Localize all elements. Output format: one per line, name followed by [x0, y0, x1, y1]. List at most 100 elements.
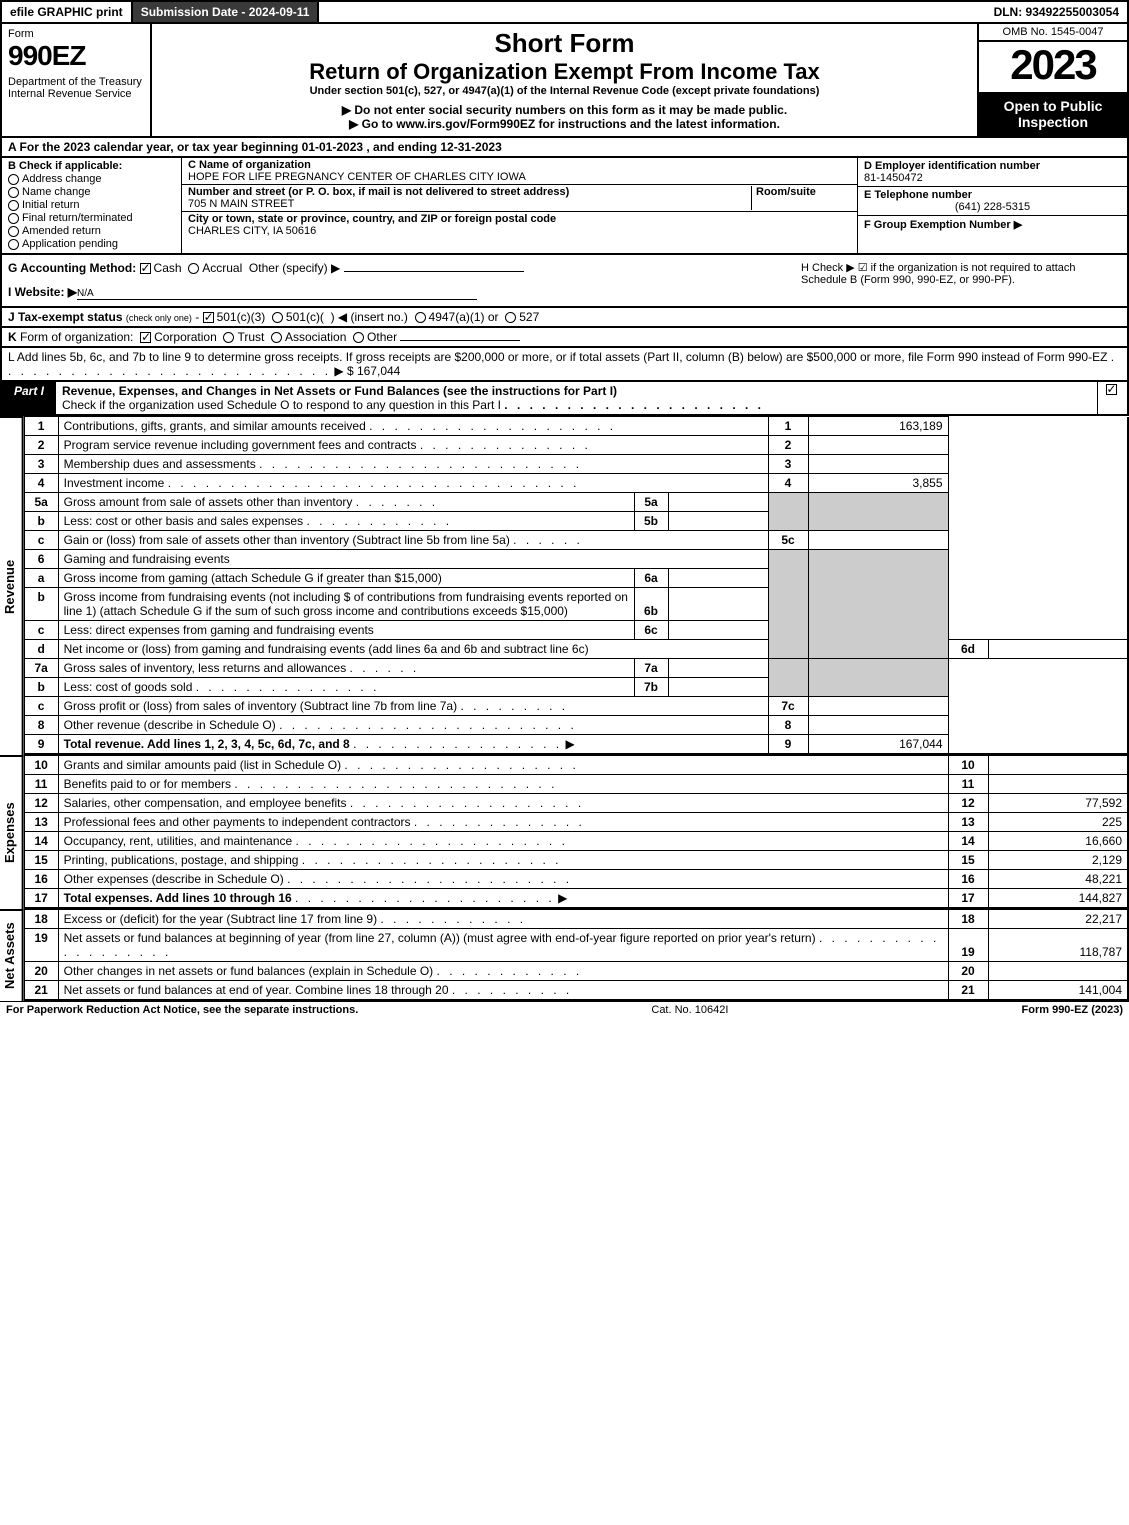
website-value: N/A [77, 288, 477, 300]
part1-header: Part I Revenue, Expenses, and Changes in… [0, 382, 1129, 416]
city-value: CHARLES CITY, IA 50616 [188, 225, 316, 237]
line-6b: bGross income from fundraising events (n… [24, 588, 1128, 621]
header-center: Short Form Return of Organization Exempt… [152, 24, 977, 136]
header-right: OMB No. 1545-0047 2023 Open to Public In… [977, 24, 1127, 136]
city-block: City or town, state or province, country… [182, 212, 857, 238]
row-j-tax-exempt: J Tax-exempt status (check only one) - 5… [0, 308, 1129, 328]
line-13: 13Professional fees and other payments t… [24, 813, 1128, 832]
line-21: 21Net assets or fund balances at end of … [24, 981, 1128, 1001]
line-14: 14Occupancy, rent, utilities, and mainte… [24, 832, 1128, 851]
return-title: Return of Organization Exempt From Incom… [160, 59, 969, 85]
footer-cat-no: Cat. No. 10642I [358, 1004, 1021, 1016]
form-header: Form 990EZ Department of the Treasury In… [0, 24, 1129, 138]
omb-number: OMB No. 1545-0047 [979, 24, 1127, 42]
line-19: 19Net assets or fund balances at beginni… [24, 929, 1128, 962]
phone-block: E Telephone number (641) 228-5315 [858, 187, 1127, 216]
ein-value: 81-1450472 [864, 172, 923, 184]
top-bar: efile GRAPHIC print Submission Date - 20… [0, 0, 1129, 24]
line-6: 6Gaming and fundraising events [24, 550, 1128, 569]
chk-accrual[interactable] [188, 263, 199, 274]
chk-application-pending[interactable]: Application pending [8, 238, 175, 250]
short-form-title: Short Form [160, 28, 969, 59]
open-to-public: Open to Public Inspection [979, 92, 1127, 136]
expenses-section: Expenses 10Grants and similar amounts pa… [0, 755, 1129, 909]
line-5b: bLess: cost or other basis and sales exp… [24, 512, 1128, 531]
tax-year: 2023 [979, 42, 1127, 92]
page-footer: For Paperwork Reduction Act Notice, see … [0, 1001, 1129, 1018]
row-gh: G Accounting Method: Cash Accrual Other … [0, 255, 1129, 308]
city-hdr: City or town, state or province, country… [188, 213, 556, 225]
col-de: D Employer identification number 81-1450… [857, 158, 1127, 253]
col-b-header: B Check if applicable: [8, 160, 175, 172]
header-left: Form 990EZ Department of the Treasury In… [2, 24, 152, 136]
line-20: 20Other changes in net assets or fund ba… [24, 962, 1128, 981]
row-k-org-form: K Form of organization: Corporation Trus… [0, 328, 1129, 348]
expenses-table: 10Grants and similar amounts paid (list … [24, 755, 1129, 909]
line-a: A For the 2023 calendar year, or tax yea… [0, 138, 1129, 158]
chk-initial-return[interactable]: Initial return [8, 199, 175, 211]
efile-label[interactable]: efile GRAPHIC print [2, 2, 133, 22]
chk-cash[interactable] [140, 263, 151, 274]
revenue-vlabel: Revenue [0, 416, 24, 755]
chk-amended-return[interactable]: Amended return [8, 225, 175, 237]
netassets-vlabel: Net Assets [0, 909, 24, 1001]
line-12: 12Salaries, other compensation, and empl… [24, 794, 1128, 813]
part1-subtitle: Check if the organization used Schedule … [62, 398, 501, 412]
c-name-hdr: C Name of organization [188, 159, 311, 171]
street-block: Number and street (or P. O. box, if mail… [182, 185, 857, 212]
chk-4947[interactable] [415, 312, 426, 323]
line-7b: bLess: cost of goods sold . . . . . . . … [24, 678, 1128, 697]
section-bcd: B Check if applicable: Address change Na… [0, 158, 1129, 255]
revenue-section: Revenue 1Contributions, gifts, grants, a… [0, 416, 1129, 755]
dln-label: DLN: 93492255003054 [986, 2, 1127, 22]
l-amount: ▶ $ 167,044 [334, 364, 400, 378]
line-11: 11Benefits paid to or for members . . . … [24, 775, 1128, 794]
line-6a: aGross income from gaming (attach Schedu… [24, 569, 1128, 588]
line-2: 2Program service revenue including gover… [24, 436, 1128, 455]
line-18: 18Excess or (deficit) for the year (Subt… [24, 910, 1128, 929]
chk-other[interactable] [353, 332, 364, 343]
chk-501c3[interactable] [203, 312, 214, 323]
line-15: 15Printing, publications, postage, and s… [24, 851, 1128, 870]
line-6d: dNet income or (loss) from gaming and fu… [24, 640, 1128, 659]
line-17: 17Total expenses. Add lines 10 through 1… [24, 889, 1128, 909]
chk-corp[interactable] [140, 332, 151, 343]
part1-title: Revenue, Expenses, and Changes in Net As… [56, 382, 1097, 414]
group-exemption-block: F Group Exemption Number ▶ [858, 216, 1127, 233]
street-value: 705 N MAIN STREET [188, 198, 294, 210]
form-word: Form [8, 28, 144, 40]
chk-527[interactable] [505, 312, 516, 323]
chk-name-change[interactable]: Name change [8, 186, 175, 198]
line-10: 10Grants and similar amounts paid (list … [24, 756, 1128, 775]
netassets-table: 18Excess or (deficit) for the year (Subt… [24, 909, 1129, 1001]
accounting-method: G Accounting Method: Cash Accrual Other … [8, 261, 801, 300]
room-hdr: Room/suite [756, 186, 816, 198]
footer-form-ref: Form 990-EZ (2023) [1022, 1004, 1123, 1016]
h-check: H Check ▶ ☑ if the organization is not r… [801, 261, 1121, 300]
g-label: G Accounting Method: [8, 261, 136, 275]
irs-label: Internal Revenue Service [8, 88, 144, 100]
expenses-vlabel: Expenses [0, 755, 24, 909]
goto-link[interactable]: ▶ Go to www.irs.gov/Form990EZ for instru… [160, 117, 969, 131]
chk-trust[interactable] [223, 332, 234, 343]
line-7c: cGross profit or (loss) from sales of in… [24, 697, 1128, 716]
col-c-org-info: C Name of organization HOPE FOR LIFE PRE… [182, 158, 857, 253]
line-5c: cGain or (loss) from sale of assets othe… [24, 531, 1128, 550]
ssn-note: ▶ Do not enter social security numbers o… [160, 103, 969, 117]
form-number: 990EZ [8, 40, 144, 72]
ein-block: D Employer identification number 81-1450… [858, 158, 1127, 187]
l-text: L Add lines 5b, 6c, and 7b to line 9 to … [8, 350, 1107, 364]
chk-address-change[interactable]: Address change [8, 173, 175, 185]
e-hdr: E Telephone number [864, 189, 972, 201]
chk-final-return[interactable]: Final return/terminated [8, 212, 175, 224]
part1-tag: Part I [2, 382, 56, 414]
line-16: 16Other expenses (describe in Schedule O… [24, 870, 1128, 889]
chk-assoc[interactable] [271, 332, 282, 343]
chk-501c[interactable] [272, 312, 283, 323]
street-hdr: Number and street (or P. O. box, if mail… [188, 186, 569, 198]
col-b-checkboxes: B Check if applicable: Address change Na… [2, 158, 182, 253]
org-name-block: C Name of organization HOPE FOR LIFE PRE… [182, 158, 857, 185]
part1-schedule-o-check[interactable] [1097, 382, 1127, 414]
line-8: 8Other revenue (describe in Schedule O) … [24, 716, 1128, 735]
phone-value: (641) 228-5315 [864, 201, 1121, 213]
